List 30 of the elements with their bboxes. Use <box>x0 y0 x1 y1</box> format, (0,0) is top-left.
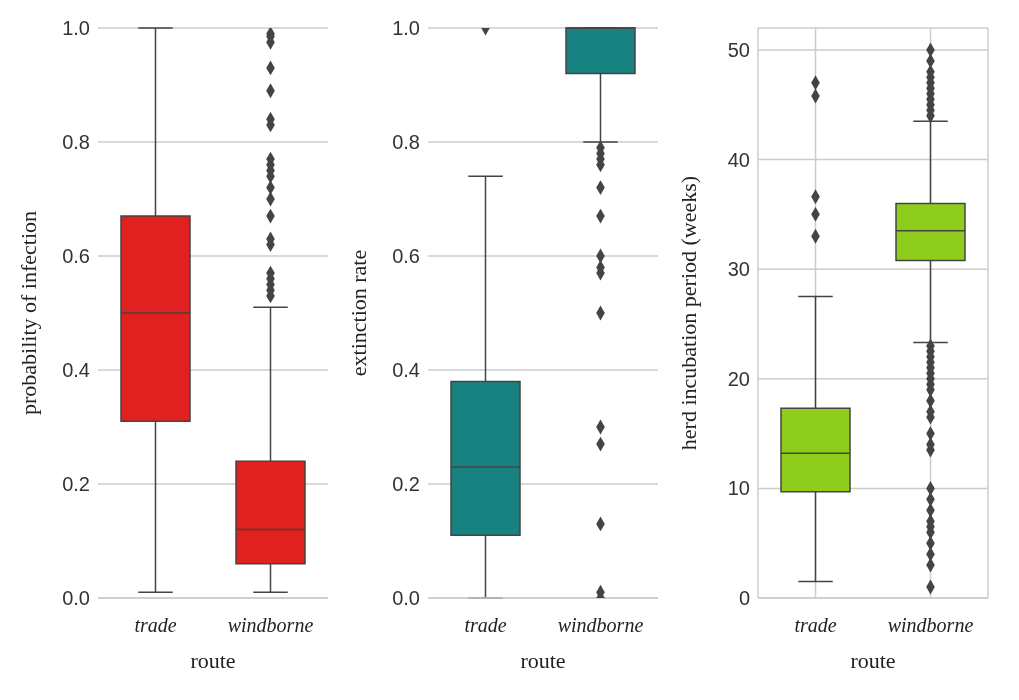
y-tick-label: 30 <box>727 258 750 281</box>
y-tick-label: 0.6 <box>62 245 90 268</box>
y-tick-label: 0.4 <box>62 359 90 382</box>
x-axis-title: route <box>190 648 236 673</box>
x-tick-label: windborne <box>887 614 974 637</box>
y-tick-label: 0 <box>738 587 750 610</box>
y-axis-title: extinction rate <box>345 249 371 377</box>
x-axis-title: route <box>520 648 566 673</box>
x-tick-label: windborne <box>557 614 644 637</box>
y-tick-label: 1.0 <box>62 17 90 40</box>
x-axis-title: route <box>850 648 896 673</box>
y-tick-label: 0.0 <box>62 587 90 610</box>
y-tick-label: 0.0 <box>392 587 420 610</box>
x-tick-label: windborne <box>227 614 314 637</box>
y-tick-label: 1.0 <box>392 17 420 40</box>
y-tick-label: 0.8 <box>62 131 90 154</box>
x-tick-label: trade <box>134 614 177 637</box>
y-tick-label: 0.4 <box>392 359 420 382</box>
y-tick-label: 0.2 <box>392 473 420 496</box>
y-tick-label: 0.2 <box>62 473 90 496</box>
y-tick-label: 10 <box>727 477 750 500</box>
y-tick-label: 0.8 <box>392 131 420 154</box>
x-tick-label: trade <box>464 614 507 637</box>
x-tick-label: trade <box>794 614 837 637</box>
y-tick-label: 50 <box>727 39 750 62</box>
y-tick-label: 20 <box>727 367 750 390</box>
y-axis-title: probability of infection <box>15 210 41 416</box>
y-tick-label: 0.6 <box>392 245 420 268</box>
y-axis-title: herd incubation period (weeks) <box>675 175 701 451</box>
y-tick-label: 40 <box>727 148 750 171</box>
